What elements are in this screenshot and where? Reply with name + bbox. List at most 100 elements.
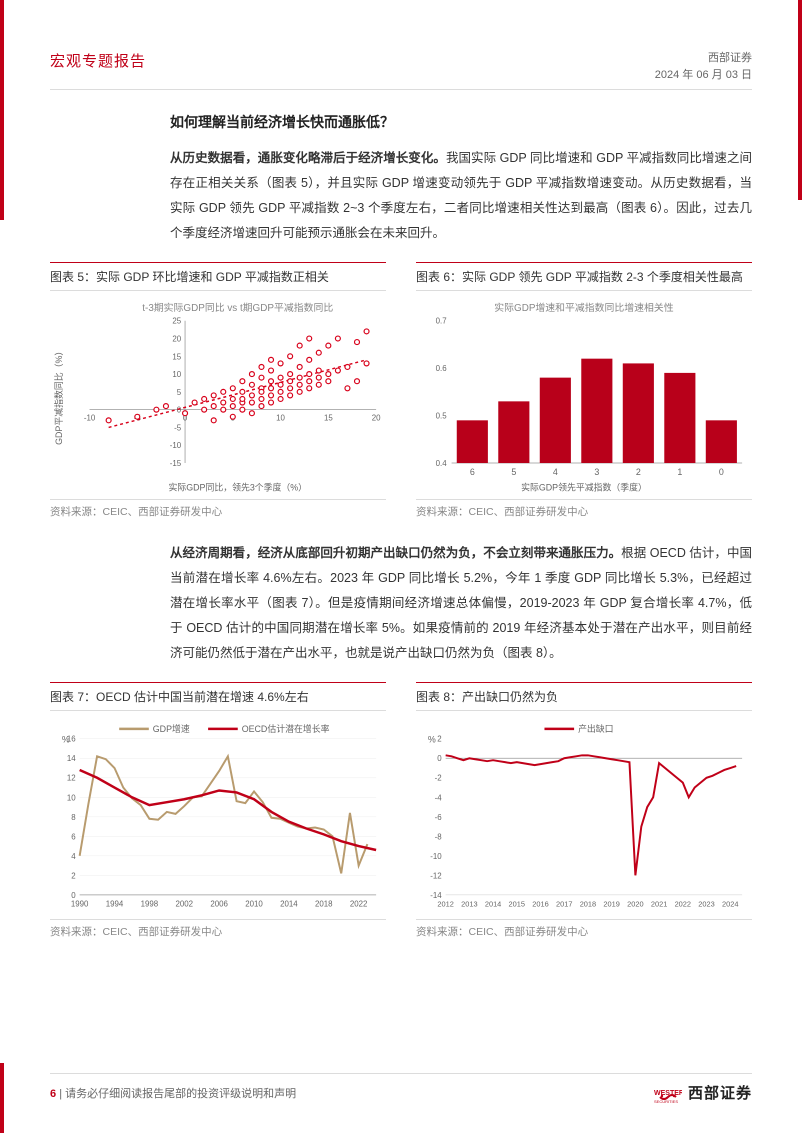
chart5-box: t-3期实际GDP同比 vs t期GDP平减指数同比-10-505101520-… bbox=[50, 297, 386, 497]
svg-text:10: 10 bbox=[67, 793, 76, 802]
svg-text:实际GDP增速和平减指数同比增速相关性: 实际GDP增速和平减指数同比增速相关性 bbox=[494, 301, 674, 314]
chart8-box: 产出缺口%-14-12-10-8-6-4-2022012201320142015… bbox=[416, 717, 752, 917]
svg-text:GDP平减指数同比（%）: GDP平减指数同比（%） bbox=[53, 347, 64, 445]
chart8-source: 资料来源：CEIC、西部证券研发中心 bbox=[416, 919, 752, 939]
svg-text:2: 2 bbox=[71, 871, 75, 880]
svg-text:-4: -4 bbox=[435, 793, 443, 802]
company-name: 西部证券 bbox=[655, 50, 752, 67]
svg-text:2010: 2010 bbox=[245, 900, 263, 909]
svg-text:15: 15 bbox=[324, 414, 333, 423]
svg-text:6: 6 bbox=[470, 467, 475, 477]
svg-text:15: 15 bbox=[172, 352, 181, 361]
svg-text:2018: 2018 bbox=[580, 900, 596, 909]
svg-text:2017: 2017 bbox=[556, 900, 572, 909]
svg-text:-8: -8 bbox=[435, 832, 443, 841]
svg-text:4: 4 bbox=[71, 852, 76, 861]
para2-bold: 从经济周期看，经济从底部回升初期产出缺口仍然为负，不会立刻带来通胀压力。 bbox=[170, 546, 621, 560]
svg-text:0: 0 bbox=[437, 754, 442, 763]
svg-text:2: 2 bbox=[437, 735, 441, 744]
svg-text:1998: 1998 bbox=[141, 900, 159, 909]
chart6-cell: 图表 6：实际 GDP 领先 GDP 平减指数 2-3 个季度相关性最高 实际G… bbox=[416, 262, 752, 537]
svg-text:12: 12 bbox=[67, 774, 76, 783]
decoration-stripe-right bbox=[798, 0, 802, 200]
svg-text:-15: -15 bbox=[170, 459, 182, 468]
svg-text:20: 20 bbox=[372, 414, 381, 423]
svg-text:2021: 2021 bbox=[651, 900, 667, 909]
chart6-caption: 图表 6：实际 GDP 领先 GDP 平减指数 2-3 个季度相关性最高 bbox=[416, 262, 752, 291]
svg-text:20: 20 bbox=[172, 334, 181, 343]
paragraph-1: 从历史数据看，通胀变化略滞后于经济增长变化。我国实际 GDP 同比增速和 GDP… bbox=[170, 146, 752, 246]
svg-text:10: 10 bbox=[172, 370, 181, 379]
svg-text:2023: 2023 bbox=[698, 900, 714, 909]
svg-text:1994: 1994 bbox=[106, 900, 124, 909]
svg-text:2016: 2016 bbox=[532, 900, 548, 909]
svg-text:2012: 2012 bbox=[437, 900, 453, 909]
chart6-svg: 实际GDP增速和平减指数同比增速相关性0.40.50.60.76543210实际… bbox=[416, 297, 752, 495]
svg-text:-10: -10 bbox=[430, 852, 442, 861]
chart8-caption: 图表 8：产出缺口仍然为负 bbox=[416, 682, 752, 711]
svg-text:0.7: 0.7 bbox=[436, 317, 447, 326]
svg-text:3: 3 bbox=[594, 467, 599, 477]
svg-text:5: 5 bbox=[511, 467, 516, 477]
svg-text:OECD估计潜在增长率: OECD估计潜在增长率 bbox=[242, 723, 330, 734]
logo-text-wrap: 西部证券 bbox=[688, 1082, 752, 1103]
chart6-box: 实际GDP增速和平减指数同比增速相关性0.40.50.60.76543210实际… bbox=[416, 297, 752, 497]
section-title: 如何理解当前经济增长快而通胀低？ bbox=[170, 112, 752, 132]
svg-text:2006: 2006 bbox=[210, 900, 228, 909]
svg-text:-10: -10 bbox=[170, 441, 182, 450]
chart5-source: 资料来源：CEIC、西部证券研发中心 bbox=[50, 499, 386, 519]
svg-text:2: 2 bbox=[636, 467, 641, 477]
chart5-cell: 图表 5：实际 GDP 环比增速和 GDP 平减指数正相关 t-3期实际GDP同… bbox=[50, 262, 386, 537]
svg-text:2014: 2014 bbox=[485, 900, 501, 909]
svg-text:-5: -5 bbox=[174, 423, 182, 432]
chart7-cell: 图表 7：OECD 估计中国当前潜在增速 4.6%左右 GDP增速OECD估计潜… bbox=[50, 682, 386, 957]
svg-text:2020: 2020 bbox=[627, 900, 643, 909]
svg-text:1: 1 bbox=[677, 467, 682, 477]
svg-text:2024: 2024 bbox=[722, 900, 738, 909]
svg-text:10: 10 bbox=[276, 414, 285, 423]
para1-bold: 从历史数据看，通胀变化略滞后于经济增长变化。 bbox=[170, 151, 446, 165]
header-meta: 西部证券 2024 年 06 月 03 日 bbox=[655, 50, 752, 83]
footer-text: 6 | 请务必仔细阅读报告尾部的投资评级说明和声明 bbox=[50, 1085, 296, 1101]
svg-text:-6: -6 bbox=[435, 813, 443, 822]
svg-text:5: 5 bbox=[177, 388, 182, 397]
chart7-svg: GDP增速OECD估计潜在增长率%02468101214161990199419… bbox=[50, 717, 386, 915]
svg-text:0: 0 bbox=[719, 467, 724, 477]
page-footer: 6 | 请务必仔细阅读报告尾部的投资评级说明和声明 WESTERN SECURI… bbox=[50, 1073, 752, 1103]
svg-text:4: 4 bbox=[553, 467, 558, 477]
chart5-svg: t-3期实际GDP同比 vs t期GDP平减指数同比-10-505101520-… bbox=[50, 297, 386, 495]
chart5-caption: 图表 5：实际 GDP 环比增速和 GDP 平减指数正相关 bbox=[50, 262, 386, 291]
svg-text:GDP增速: GDP增速 bbox=[153, 723, 190, 734]
svg-text:-14: -14 bbox=[430, 891, 442, 900]
para2-rest: 根据 OECD 估计，中国当前潜在增长率 4.6%左右。2023 年 GDP 同… bbox=[170, 546, 752, 660]
chart8-svg: 产出缺口%-14-12-10-8-6-4-2022012201320142015… bbox=[416, 717, 752, 915]
chart-row-2: 图表 7：OECD 估计中国当前潜在增速 4.6%左右 GDP增速OECD估计潜… bbox=[50, 682, 752, 957]
logo-cn: 西部证券 bbox=[688, 1085, 752, 1102]
decoration-stripe-left bbox=[0, 0, 4, 220]
svg-text:2002: 2002 bbox=[175, 900, 193, 909]
svg-text:0.6: 0.6 bbox=[436, 364, 448, 373]
chart6-source: 资料来源：CEIC、西部证券研发中心 bbox=[416, 499, 752, 519]
chart7-box: GDP增速OECD估计潜在增长率%02468101214161990199419… bbox=[50, 717, 386, 917]
svg-text:0.5: 0.5 bbox=[436, 412, 448, 421]
svg-text:2014: 2014 bbox=[280, 900, 298, 909]
svg-text:6: 6 bbox=[71, 832, 76, 841]
svg-text:1990: 1990 bbox=[71, 900, 89, 909]
footer-disclaimer: 请务必仔细阅读报告尾部的投资评级说明和声明 bbox=[65, 1088, 296, 1100]
report-date: 2024 年 06 月 03 日 bbox=[655, 67, 752, 84]
svg-text:%: % bbox=[428, 735, 436, 745]
svg-text:t-3期实际GDP同比 vs t期GDP平减指数同比: t-3期实际GDP同比 vs t期GDP平减指数同比 bbox=[142, 301, 333, 314]
logo-mark: WESTERN SECURITIES bbox=[654, 1083, 682, 1103]
svg-text:2022: 2022 bbox=[350, 900, 368, 909]
svg-text:产出缺口: 产出缺口 bbox=[578, 723, 614, 734]
svg-text:2015: 2015 bbox=[509, 900, 525, 909]
svg-text:-12: -12 bbox=[430, 871, 441, 880]
report-type: 宏观专题报告 bbox=[50, 50, 146, 71]
svg-text:8: 8 bbox=[71, 813, 76, 822]
page-number: 6 bbox=[50, 1088, 56, 1100]
footer-logo: WESTERN SECURITIES 西部证券 bbox=[654, 1082, 752, 1103]
svg-text:0: 0 bbox=[71, 891, 76, 900]
svg-text:2018: 2018 bbox=[315, 900, 333, 909]
svg-text:实际GDP同比，领先3个季度（%）: 实际GDP同比，领先3个季度（%） bbox=[168, 482, 307, 493]
chart8-cell: 图表 8：产出缺口仍然为负 产出缺口%-14-12-10-8-6-4-20220… bbox=[416, 682, 752, 957]
